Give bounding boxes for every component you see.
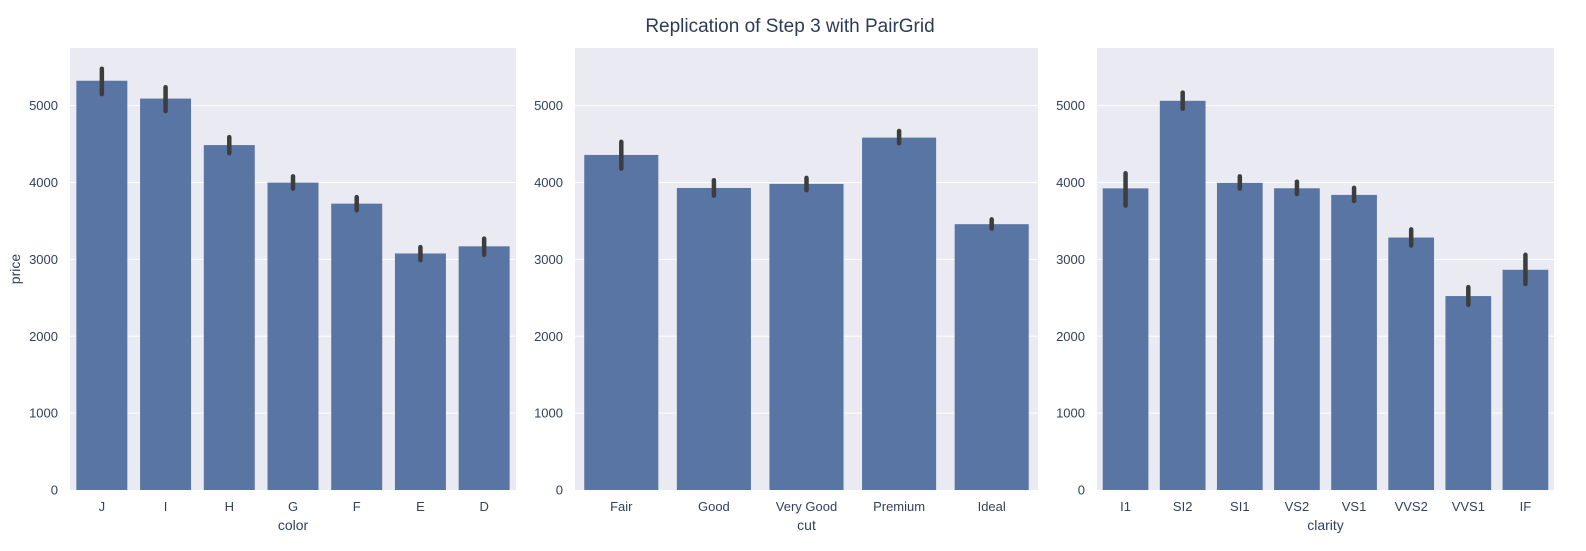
color-ytick-label: 2000 [29,329,58,344]
cut-x-axis-label: cut [797,517,816,533]
clarity-xtick-label: VVS1 [1452,499,1485,514]
cut-ytick-label: 2000 [534,329,563,344]
color-bar-d [458,246,510,490]
color-xtick-label: D [479,499,488,514]
clarity-xtick-label: VS1 [1342,499,1367,514]
clarity-xtick-label: VS2 [1285,499,1310,514]
cut-bar-ideal [954,224,1029,490]
color-xtick-label: J [99,499,106,514]
clarity-bar-if [1502,269,1549,490]
color-ytick-label: 1000 [29,406,58,421]
cut-xtick-label: Premium [873,499,925,514]
clarity-ytick-label: 5000 [1056,98,1085,113]
clarity-ytick-label: 1000 [1056,406,1085,421]
clarity-ytick-label: 0 [1078,483,1085,498]
clarity-bar-vvs2 [1388,237,1435,490]
color-xtick-label: G [288,499,298,514]
color-ytick-label: 0 [51,483,58,498]
clarity-x-axis-label: clarity [1307,517,1344,533]
cut-ytick-label: 1000 [534,406,563,421]
color-xtick-label: E [416,499,425,514]
clarity-xtick-label: SI2 [1173,499,1193,514]
color-xtick-label: H [225,499,234,514]
clarity-bar-i1 [1102,188,1149,490]
color-y-axis-label: price [7,254,23,285]
cut-xtick-label: Good [698,499,730,514]
color-bar-j [76,80,128,491]
cut-ytick-label: 5000 [534,98,563,113]
cut-ytick-label: 0 [556,483,563,498]
cut-xtick-label: Fair [610,499,633,514]
clarity-ytick-label: 4000 [1056,175,1085,190]
clarity-bar-vs1 [1331,194,1377,490]
clarity-bar-si1 [1216,182,1263,490]
clarity-xtick-label: VVS2 [1395,499,1428,514]
clarity-xtick-label: IF [1520,499,1532,514]
clarity-ytick-label: 2000 [1056,329,1085,344]
figure-title: Replication of Step 3 with PairGrid [645,16,934,37]
panel-clarity: 0 1000 2000 3000 4000 5000 I1 SI2 SI1 VS2 VS1 VVS2 V… [1056,48,1554,533]
color-ytick-label: 5000 [29,98,58,113]
color-ytick-label: 4000 [29,175,58,190]
cut-ytick-label: 4000 [534,175,563,190]
color-xtick-label: F [353,499,361,514]
color-bar-f [331,203,383,490]
cut-xtick-label: Ideal [978,499,1006,514]
clarity-xtick-label: SI1 [1230,499,1250,514]
cut-bar-fair [584,154,659,490]
cut-ytick-label: 3000 [534,252,563,267]
color-bar-g [267,182,319,490]
cut-bar-very-good [769,183,844,490]
clarity-xtick-label: I1 [1120,499,1131,514]
color-bar-e [394,253,446,490]
clarity-bar-si2 [1159,100,1206,491]
clarity-bar-vvs1 [1445,296,1492,490]
color-x-axis-label: color [278,517,309,533]
cut-xtick-label: Very Good [776,499,837,514]
clarity-ytick-label: 3000 [1056,252,1085,267]
color-xtick-label: I [164,499,168,514]
color-bar-i [140,98,192,491]
panel-cut: 0 1000 2000 3000 4000 5000 Fair Good Very Good Pr… [534,48,1038,533]
color-ytick-label: 3000 [29,252,58,267]
cut-bar-premium [862,137,937,490]
cut-bar-good [676,187,751,490]
clarity-bar-vs2 [1274,188,1320,490]
color-bar-h [203,145,255,491]
